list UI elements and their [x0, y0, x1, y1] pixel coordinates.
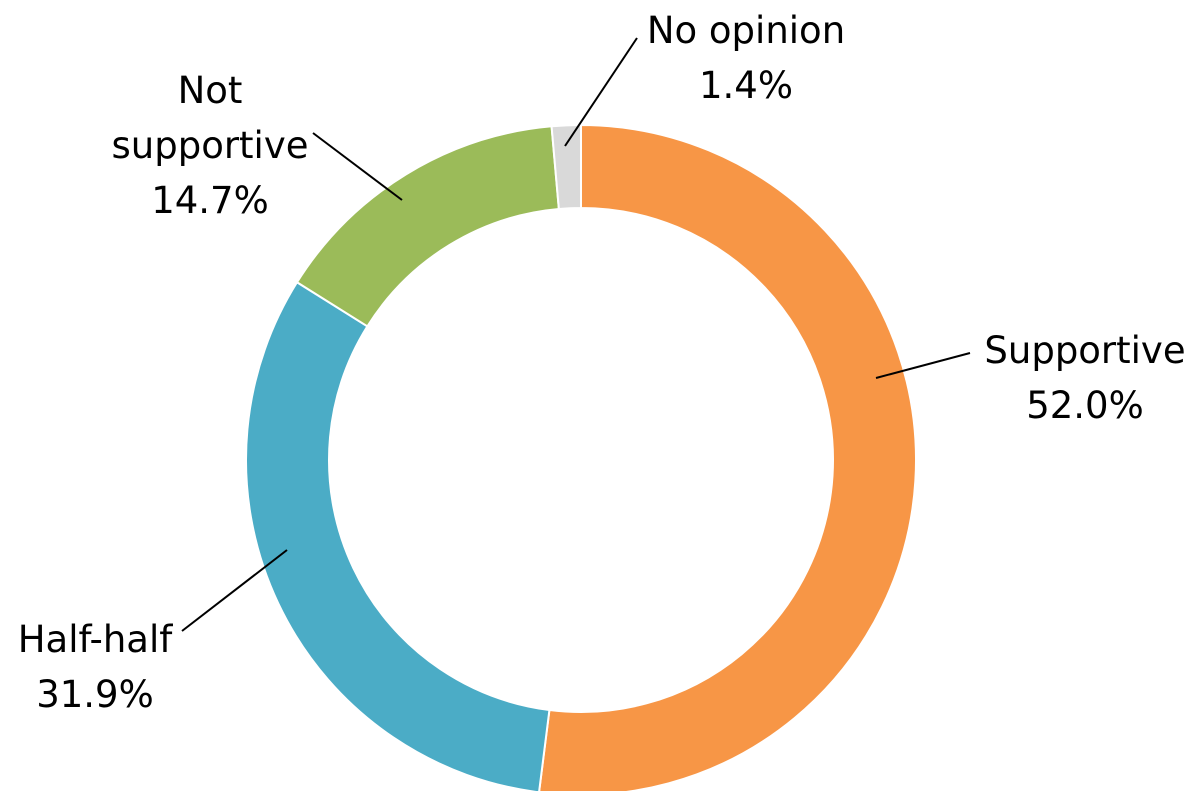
leader-line-half-half: [181, 549, 288, 632]
slice-no-opinion: [550, 123, 582, 211]
leader-line-not-supportive: [312, 132, 403, 201]
donut-slices: [245, 123, 917, 791]
slice-value-not-supportive: 14.7%: [151, 179, 269, 222]
slice-label-no-opinion: No opinion: [647, 9, 845, 52]
slice-label-supportive: Supportive: [984, 329, 1185, 372]
slice-value-no-opinion: 1.4%: [699, 64, 793, 107]
slice-supportive: [538, 123, 917, 791]
slice-value-half-half: 31.9%: [36, 673, 154, 716]
slice-value-supportive: 52.0%: [1026, 384, 1144, 427]
slice-label-half-half: Half-half: [18, 618, 174, 661]
leader-line-supportive: [875, 352, 971, 379]
slice-label-not-supportive: Not: [178, 69, 243, 112]
slice-label-not-supportive: supportive: [112, 124, 309, 167]
slice-half-half: [245, 280, 551, 791]
slice-not-supportive: [295, 125, 560, 328]
leader-lines: [181, 37, 971, 632]
slice-labels: Supportive 52.0% Half-half 31.9% Not supporti…: [18, 9, 1186, 716]
leader-line-no-opinion: [564, 37, 638, 147]
